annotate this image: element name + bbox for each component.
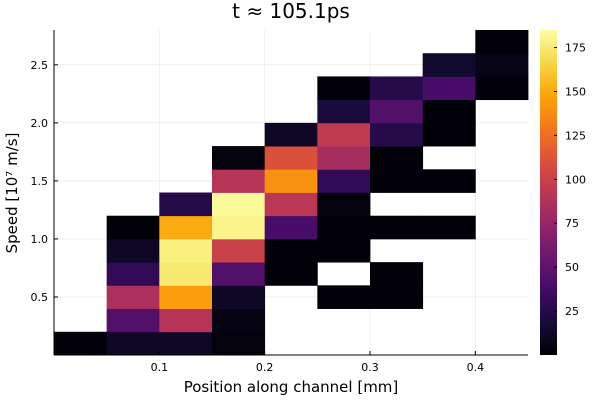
heatmap-cell bbox=[264, 238, 318, 263]
heatmap-cell bbox=[422, 76, 476, 101]
y-tick-label: 1.0 bbox=[31, 233, 49, 246]
heatmap-cell bbox=[317, 146, 371, 170]
heatmap-cell bbox=[264, 146, 318, 170]
heatmap-cell bbox=[212, 192, 266, 217]
heatmap-cell bbox=[370, 215, 424, 240]
heatmap-cell bbox=[422, 122, 476, 147]
heatmap-cell bbox=[264, 122, 318, 147]
colorbar: 25 50 75 100 125 150 175 bbox=[540, 30, 586, 355]
y-tick-label: 1.5 bbox=[31, 175, 49, 188]
heatmap-cell bbox=[317, 76, 371, 101]
heatmap-cell bbox=[106, 308, 160, 333]
heatmap-cell bbox=[212, 308, 266, 333]
colorbar-tick-label: 75 bbox=[565, 217, 579, 230]
colorbar-gradient bbox=[540, 30, 557, 355]
heatmap-cell bbox=[317, 285, 371, 309]
heatmap-cell bbox=[475, 53, 529, 77]
heatmap-cell bbox=[212, 238, 266, 263]
heatmap-cell bbox=[370, 122, 424, 147]
heatmap-cell bbox=[370, 76, 424, 101]
heatmap-cell bbox=[106, 331, 160, 356]
heatmap-cell bbox=[106, 285, 160, 309]
heatmap-cell bbox=[317, 215, 371, 240]
heatmap-cell bbox=[370, 169, 424, 193]
heatmap-cell bbox=[370, 285, 424, 309]
x-tick-label: 0.4 bbox=[467, 361, 485, 374]
heatmap-cell bbox=[370, 99, 424, 124]
heatmap-cell bbox=[370, 262, 424, 286]
heatmap-cell bbox=[370, 146, 424, 170]
heatmap-cell bbox=[264, 192, 318, 217]
heatmap-cell bbox=[212, 215, 266, 240]
heatmap-cell bbox=[159, 308, 213, 333]
heatmap-cell bbox=[212, 285, 266, 309]
heatmap-cell bbox=[159, 192, 213, 217]
heatmap-cell bbox=[212, 331, 266, 356]
y-tick-label: 2.0 bbox=[31, 117, 49, 130]
x-tick-label: 0.2 bbox=[256, 361, 274, 374]
x-tick-label: 0.3 bbox=[361, 361, 379, 374]
heatmap-cell bbox=[159, 331, 213, 356]
colorbar-tick-label: 50 bbox=[565, 261, 579, 274]
axes: 0.1 0.2 0.3 0.4 0.5 1.0 1.5 2.0 2.5 bbox=[31, 30, 528, 374]
heatmap-cell bbox=[475, 76, 529, 101]
heatmap-cell bbox=[159, 238, 213, 263]
heatmap-cell bbox=[106, 215, 160, 240]
heatmap-cell bbox=[159, 215, 213, 240]
heatmap-cell bbox=[159, 285, 213, 309]
heatmap-cell bbox=[422, 99, 476, 124]
heatmap-cell bbox=[54, 331, 108, 356]
y-axis-label: Speed [10⁷ m/s] bbox=[3, 133, 21, 254]
heatmap-cell bbox=[212, 262, 266, 286]
heatmap-cells bbox=[54, 30, 529, 356]
heatmap-cell bbox=[212, 146, 266, 170]
x-axis-label: Position along channel [mm] bbox=[184, 378, 399, 396]
colorbar-tick-label: 150 bbox=[565, 85, 586, 98]
heatmap-cell bbox=[159, 262, 213, 286]
heatmap-cell bbox=[317, 192, 371, 217]
heatmap-cell bbox=[317, 169, 371, 193]
y-tick-label: 2.5 bbox=[31, 59, 49, 72]
heatmap-cell bbox=[422, 169, 476, 193]
colorbar-tick-label: 175 bbox=[565, 42, 586, 55]
colorbar-tick-label: 100 bbox=[565, 173, 586, 186]
heatmap-cell bbox=[422, 53, 476, 77]
colorbar-tick-label: 125 bbox=[565, 129, 586, 142]
heatmap-cell bbox=[264, 262, 318, 286]
heatmap-cell bbox=[264, 215, 318, 240]
heatmap-cell bbox=[212, 169, 266, 193]
heatmap-cell bbox=[475, 30, 529, 54]
chart-title: t ≈ 105.1ps bbox=[232, 0, 350, 23]
heatmap-cell bbox=[317, 238, 371, 263]
heatmap-cell bbox=[106, 262, 160, 286]
heatmap-cell bbox=[106, 238, 160, 263]
heatmap-cell bbox=[317, 122, 371, 147]
heatmap-cell bbox=[422, 215, 476, 240]
colorbar-tick-label: 25 bbox=[565, 305, 579, 318]
y-tick-label: 0.5 bbox=[31, 291, 49, 304]
heatmap-cell bbox=[264, 169, 318, 193]
heatmap-cell bbox=[317, 99, 371, 124]
x-tick-label: 0.1 bbox=[151, 361, 169, 374]
